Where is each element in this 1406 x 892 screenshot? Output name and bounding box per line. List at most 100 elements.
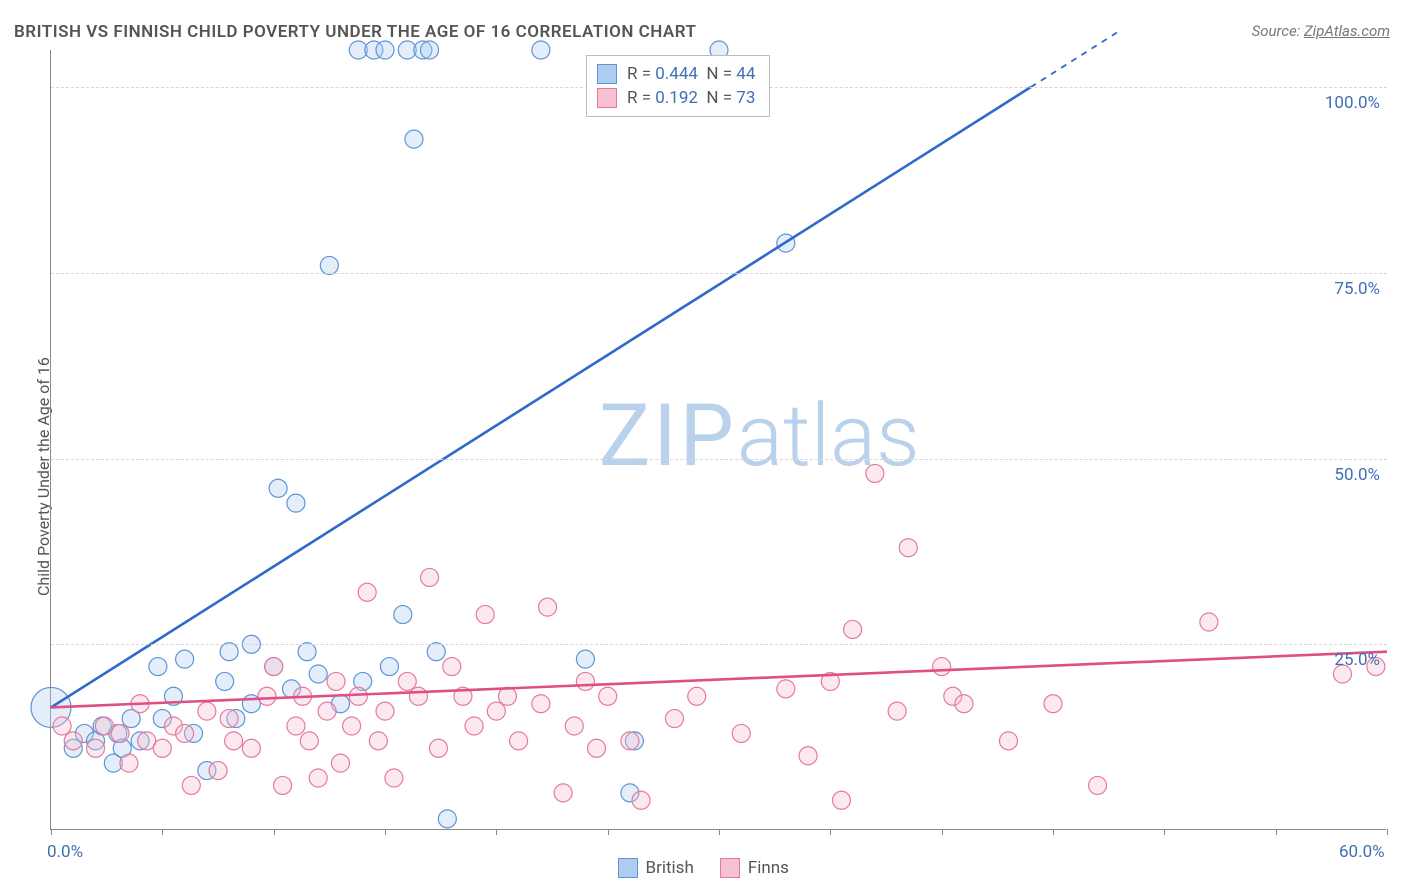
marker-finns xyxy=(465,717,483,735)
legend-label-british: British xyxy=(646,858,694,878)
swatch-finns xyxy=(720,858,740,878)
marker-finns xyxy=(176,724,194,742)
x-tick xyxy=(608,829,609,835)
marker-finns xyxy=(487,702,505,720)
marker-finns xyxy=(1089,776,1107,794)
x-tick xyxy=(830,829,831,835)
marker-finns xyxy=(832,791,850,809)
marker-finns xyxy=(349,687,367,705)
marker-finns xyxy=(1200,613,1218,631)
marker-finns xyxy=(1044,695,1062,713)
scatter-svg xyxy=(51,50,1387,830)
marker-finns xyxy=(111,724,129,742)
x-tick xyxy=(51,829,52,835)
marker-british xyxy=(380,658,398,676)
marker-finns xyxy=(385,769,403,787)
marker-british xyxy=(421,41,439,59)
marker-british xyxy=(287,494,305,512)
stats-row-british: R = 0.444 N = 44 xyxy=(597,62,755,86)
marker-finns xyxy=(225,732,243,750)
marker-finns xyxy=(421,568,439,586)
marker-finns xyxy=(120,754,138,772)
swatch-british xyxy=(618,858,638,878)
marker-finns xyxy=(999,732,1017,750)
series-legend: British Finns xyxy=(618,858,789,878)
marker-finns xyxy=(732,724,750,742)
gridline-y xyxy=(51,459,1387,460)
x-tick xyxy=(719,829,720,835)
source-attribution: Source: ZipAtlas.com xyxy=(1252,22,1390,40)
marker-finns xyxy=(274,776,292,794)
marker-finns xyxy=(532,695,550,713)
marker-finns xyxy=(539,598,557,616)
marker-finns xyxy=(777,680,795,698)
regression-line-british xyxy=(51,87,1031,707)
marker-british xyxy=(438,810,456,828)
marker-british xyxy=(576,650,594,668)
gridline-y xyxy=(51,273,1387,274)
marker-finns xyxy=(588,739,606,757)
marker-finns xyxy=(632,791,650,809)
marker-finns xyxy=(343,717,361,735)
marker-finns xyxy=(665,710,683,728)
x-tick xyxy=(1053,829,1054,835)
marker-finns xyxy=(265,658,283,676)
marker-finns xyxy=(844,620,862,638)
gridline-y xyxy=(51,644,1387,645)
stats-row-finns: R = 0.192 N = 73 xyxy=(597,86,755,110)
marker-british xyxy=(427,643,445,661)
legend-item-british: British xyxy=(618,858,694,878)
x-tick-label: 60.0% xyxy=(1339,842,1385,862)
marker-british xyxy=(532,41,550,59)
marker-finns xyxy=(309,769,327,787)
marker-finns xyxy=(899,539,917,557)
marker-finns xyxy=(498,687,516,705)
regression-line-dash-british xyxy=(1031,31,1120,87)
marker-finns xyxy=(300,732,318,750)
marker-finns xyxy=(318,702,336,720)
x-tick xyxy=(1276,829,1277,835)
marker-finns xyxy=(799,747,817,765)
marker-finns xyxy=(409,687,427,705)
marker-finns xyxy=(866,464,884,482)
marker-finns xyxy=(53,717,71,735)
y-tick-label: 25.0% xyxy=(1334,650,1380,670)
x-tick xyxy=(274,829,275,835)
source-prefix: Source: xyxy=(1252,22,1304,40)
swatch-finns xyxy=(597,88,617,108)
marker-finns xyxy=(554,784,572,802)
marker-finns xyxy=(621,732,639,750)
marker-british xyxy=(149,658,167,676)
marker-british xyxy=(216,672,234,690)
marker-finns xyxy=(87,739,105,757)
source-link[interactable]: ZipAtlas.com xyxy=(1304,22,1390,40)
x-tick xyxy=(1387,829,1388,835)
marker-finns xyxy=(565,717,583,735)
marker-british xyxy=(220,643,238,661)
marker-finns xyxy=(182,776,200,794)
marker-finns xyxy=(369,732,387,750)
legend-item-finns: Finns xyxy=(720,858,789,878)
marker-finns xyxy=(510,732,528,750)
marker-british xyxy=(405,130,423,148)
marker-british xyxy=(376,41,394,59)
marker-finns xyxy=(258,687,276,705)
swatch-british xyxy=(597,64,617,84)
marker-finns xyxy=(688,687,706,705)
legend-label-finns: Finns xyxy=(748,858,789,878)
marker-finns xyxy=(933,658,951,676)
marker-british xyxy=(298,643,316,661)
x-tick xyxy=(496,829,497,835)
marker-finns xyxy=(888,702,906,720)
marker-finns xyxy=(955,695,973,713)
stats-text-british: R = 0.444 N = 44 xyxy=(627,64,755,84)
marker-finns xyxy=(376,702,394,720)
marker-finns xyxy=(242,739,260,757)
marker-finns xyxy=(476,606,494,624)
x-tick-label: 0.0% xyxy=(47,842,83,862)
marker-british xyxy=(320,256,338,274)
plot-area: ZIPatlas 25.0%50.0%75.0%100.0%0.0%60.0% xyxy=(50,50,1386,830)
marker-finns xyxy=(429,739,447,757)
marker-finns xyxy=(153,739,171,757)
marker-finns xyxy=(398,672,416,690)
